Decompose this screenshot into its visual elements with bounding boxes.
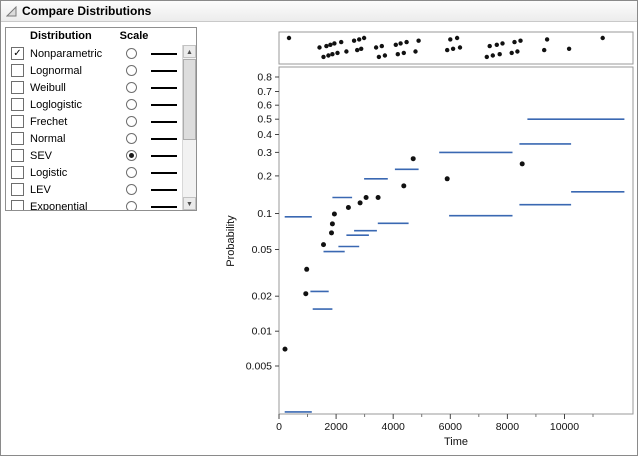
scale-radio[interactable]	[126, 99, 137, 110]
distribution-row: SEV	[6, 147, 182, 164]
scale-radio[interactable]	[126, 82, 137, 93]
scale-radio[interactable]	[126, 184, 137, 195]
x-axis-ticks: 0 2000 4000 6000 8000 10000	[276, 414, 594, 433]
distribution-listbox: Distribution Scale ✓ Nonparametric Lognorm…	[5, 27, 197, 211]
distribution-row: Frechet	[6, 113, 182, 130]
distribution-checkbox[interactable]	[11, 200, 24, 210]
svg-text:0.4: 0.4	[257, 129, 272, 141]
svg-text:0.02: 0.02	[252, 291, 273, 303]
svg-text:10000: 10000	[550, 421, 579, 433]
distribution-row: Exponential	[6, 198, 182, 210]
line-style-sample	[151, 52, 177, 55]
distribution-checkbox-checked[interactable]: ✓	[11, 47, 24, 60]
svg-text:0.7: 0.7	[257, 86, 272, 98]
distribution-checkbox[interactable]	[11, 149, 24, 162]
distribution-row: Weibull	[6, 79, 182, 96]
event-plot-dots[interactable]	[286, 35, 605, 60]
line-style-sample	[151, 188, 177, 191]
distribution-row: Normal	[6, 130, 182, 147]
line-style-sample	[151, 69, 177, 72]
svg-text:6000: 6000	[439, 421, 463, 433]
svg-text:0.005: 0.005	[246, 361, 272, 373]
distribution-checkbox[interactable]	[11, 115, 24, 128]
plot-frame	[278, 66, 634, 415]
distribution-label: SEV	[30, 149, 53, 162]
svg-text:0.01: 0.01	[252, 326, 273, 338]
distribution-rows: ✓ Nonparametric Lognormal Weibull Loglogisti…	[6, 45, 182, 210]
svg-text:0.3: 0.3	[257, 147, 272, 159]
probability-plot-panel: 0.8 0.7 0.6 0.5 0.4 0.3 0.2 0.1 0.05 0.02 0.01 0.00…	[206, 22, 637, 455]
line-style-sample	[151, 154, 177, 157]
distribution-label: Loglogistic	[30, 98, 82, 111]
distribution-label: Frechet	[30, 115, 68, 128]
distribution-label: LEV	[30, 183, 51, 196]
vertical-scrollbar[interactable]: ▲ ▼	[182, 45, 196, 210]
distribution-row: Lognormal	[6, 62, 182, 79]
scale-radio[interactable]	[126, 167, 137, 178]
distribution-checkbox[interactable]	[11, 166, 24, 179]
distribution-row: ✓ Nonparametric	[6, 45, 182, 62]
line-style-sample	[151, 171, 177, 174]
distribution-row: Loglogistic	[6, 96, 182, 113]
scale-radio-selected[interactable]	[126, 150, 137, 161]
distribution-checkbox[interactable]	[11, 98, 24, 111]
svg-text:4000: 4000	[382, 421, 406, 433]
scrollbar-down-arrow-icon[interactable]: ▼	[183, 197, 196, 210]
outline-titlebar: Compare Distributions	[1, 1, 637, 22]
panel-content: Distribution Scale ✓ Nonparametric Lognorm…	[1, 22, 637, 455]
distribution-label: Normal	[30, 132, 66, 145]
column-header-distribution: Distribution	[30, 30, 92, 42]
line-style-sample	[151, 137, 177, 140]
distribution-checkbox[interactable]	[11, 183, 24, 196]
scale-radio[interactable]	[126, 65, 137, 76]
scale-radio[interactable]	[126, 116, 137, 127]
line-style-sample	[151, 86, 177, 89]
y-axis-label: Probability	[225, 215, 237, 267]
distribution-checkbox[interactable]	[11, 64, 24, 77]
failure-probability-points[interactable]	[282, 156, 525, 352]
column-header-scale: Scale	[119, 30, 149, 42]
disclosure-triangle-icon[interactable]	[6, 5, 17, 17]
svg-text:0.2: 0.2	[257, 170, 272, 182]
svg-text:0.5: 0.5	[257, 114, 272, 126]
distribution-checkbox[interactable]	[11, 132, 24, 145]
distribution-label: Exponential	[30, 200, 88, 211]
y-axis-ticks: 0.8 0.7 0.6 0.5 0.4 0.3 0.2 0.1 0.05 0.02 0.01 0.00…	[246, 72, 279, 373]
x-axis-label: Time	[444, 436, 468, 448]
svg-text:0.6: 0.6	[257, 100, 272, 112]
line-style-sample	[151, 103, 177, 106]
distribution-row: LEV	[6, 181, 182, 198]
distribution-label: Logistic	[30, 166, 68, 179]
scale-radio[interactable]	[126, 133, 137, 144]
line-style-sample	[151, 120, 177, 123]
list-header-row: Distribution Scale	[6, 28, 196, 45]
distribution-checkbox[interactable]	[11, 81, 24, 94]
line-style-sample	[151, 205, 177, 208]
svg-text:0.8: 0.8	[257, 72, 272, 84]
panel-title: Compare Distributions	[22, 4, 152, 18]
scrollbar-thumb[interactable]	[183, 59, 196, 140]
nonparametric-estimate-segments[interactable]	[284, 118, 625, 413]
distribution-label: Lognormal	[30, 64, 82, 77]
svg-text:0.1: 0.1	[257, 208, 272, 220]
scale-radio[interactable]	[126, 201, 137, 210]
distribution-label: Weibull	[30, 81, 66, 94]
probability-plot: 0.8 0.7 0.6 0.5 0.4 0.3 0.2 0.1 0.05 0.02 0.01 0.00…	[225, 31, 634, 448]
scale-radio[interactable]	[126, 48, 137, 59]
scrollbar-track[interactable]	[183, 58, 196, 197]
svg-text:0.05: 0.05	[252, 244, 273, 256]
distribution-row: Logistic	[6, 164, 182, 181]
svg-text:0: 0	[276, 421, 282, 433]
scrollbar-up-arrow-icon[interactable]: ▲	[183, 45, 196, 58]
distribution-label: Nonparametric	[30, 47, 103, 60]
svg-text:8000: 8000	[496, 421, 520, 433]
svg-text:2000: 2000	[324, 421, 348, 433]
distribution-list-panel: Distribution Scale ✓ Nonparametric Lognorm…	[1, 22, 206, 455]
